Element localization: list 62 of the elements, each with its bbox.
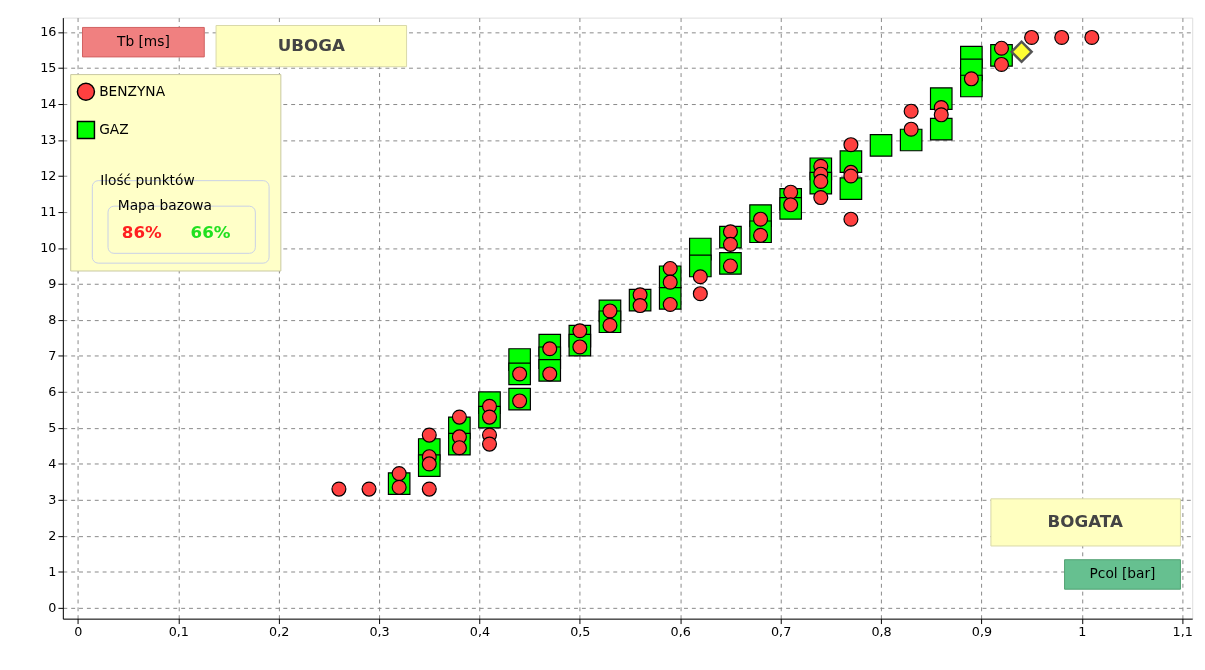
point <box>869 134 893 157</box>
point <box>421 427 437 443</box>
point <box>903 121 919 137</box>
y-tick-label: 16 <box>40 24 57 40</box>
point <box>929 117 953 141</box>
y-tick-label: 6 <box>48 384 57 400</box>
annotation: 66% <box>190 222 231 242</box>
x-tick-label: 0 <box>74 623 83 639</box>
point <box>481 436 498 452</box>
y-tick-label: 9 <box>48 276 57 292</box>
annotation: Ilość punktów <box>100 171 195 188</box>
x-tick-label: 0,6 <box>670 623 691 639</box>
y-tick-label: 2 <box>48 528 57 544</box>
point <box>843 137 859 153</box>
point <box>1010 40 1033 64</box>
x-tick-label: 0,1 <box>168 623 189 639</box>
y-tick-label: 14 <box>40 96 57 112</box>
y-tick-label: 3 <box>48 492 57 508</box>
y-tick-label: 7 <box>48 348 57 364</box>
y-tick-label: 0 <box>48 600 57 616</box>
point <box>391 466 407 482</box>
point <box>451 409 467 425</box>
point <box>903 103 919 119</box>
y-tick-label: 11 <box>40 204 57 220</box>
point <box>421 481 437 497</box>
point <box>1024 29 1040 45</box>
legend-label: BENZYNA <box>99 82 166 99</box>
y-tick-label: 12 <box>40 168 57 184</box>
x-tick-label: 0,5 <box>570 623 591 639</box>
x-tick-label: 1 <box>1078 623 1087 639</box>
x-tick-label: 0,7 <box>770 623 792 639</box>
point <box>331 481 347 497</box>
point <box>1084 29 1100 45</box>
y-tick-label: 5 <box>48 420 57 436</box>
y-tick-label: 8 <box>48 312 57 328</box>
y-tick-label: 13 <box>40 132 57 148</box>
point <box>662 260 678 276</box>
point <box>361 481 377 497</box>
point <box>692 269 708 285</box>
x-tick-label: 0,8 <box>871 623 892 639</box>
annotation: BOGATA <box>1047 512 1123 532</box>
y-axis-title: Tb [ms] <box>116 33 170 50</box>
annotation: UBOGA <box>277 36 345 56</box>
y-tick-label: 1 <box>48 564 57 580</box>
x-tick-label: 0,3 <box>369 623 390 639</box>
x-tick-label: 0,2 <box>269 623 290 639</box>
legend-label: GAZ <box>99 121 129 138</box>
point <box>813 190 829 206</box>
y-tick-label: 4 <box>48 456 57 472</box>
point <box>1054 29 1070 45</box>
y-tick-label: 15 <box>40 60 57 76</box>
point <box>843 211 859 227</box>
annotation: Mapa bazowa <box>117 197 213 214</box>
point <box>692 286 708 302</box>
point <box>843 168 859 184</box>
point <box>933 107 949 123</box>
x-axis-title: Pcol [bar] <box>1089 565 1156 582</box>
x-tick-label: 0,9 <box>971 623 993 639</box>
x-tick-label: 0,4 <box>469 623 491 639</box>
x-tick-label: 1,1 <box>1172 623 1193 639</box>
y-tick-label: 10 <box>40 240 57 256</box>
annotation: 86% <box>121 222 162 242</box>
